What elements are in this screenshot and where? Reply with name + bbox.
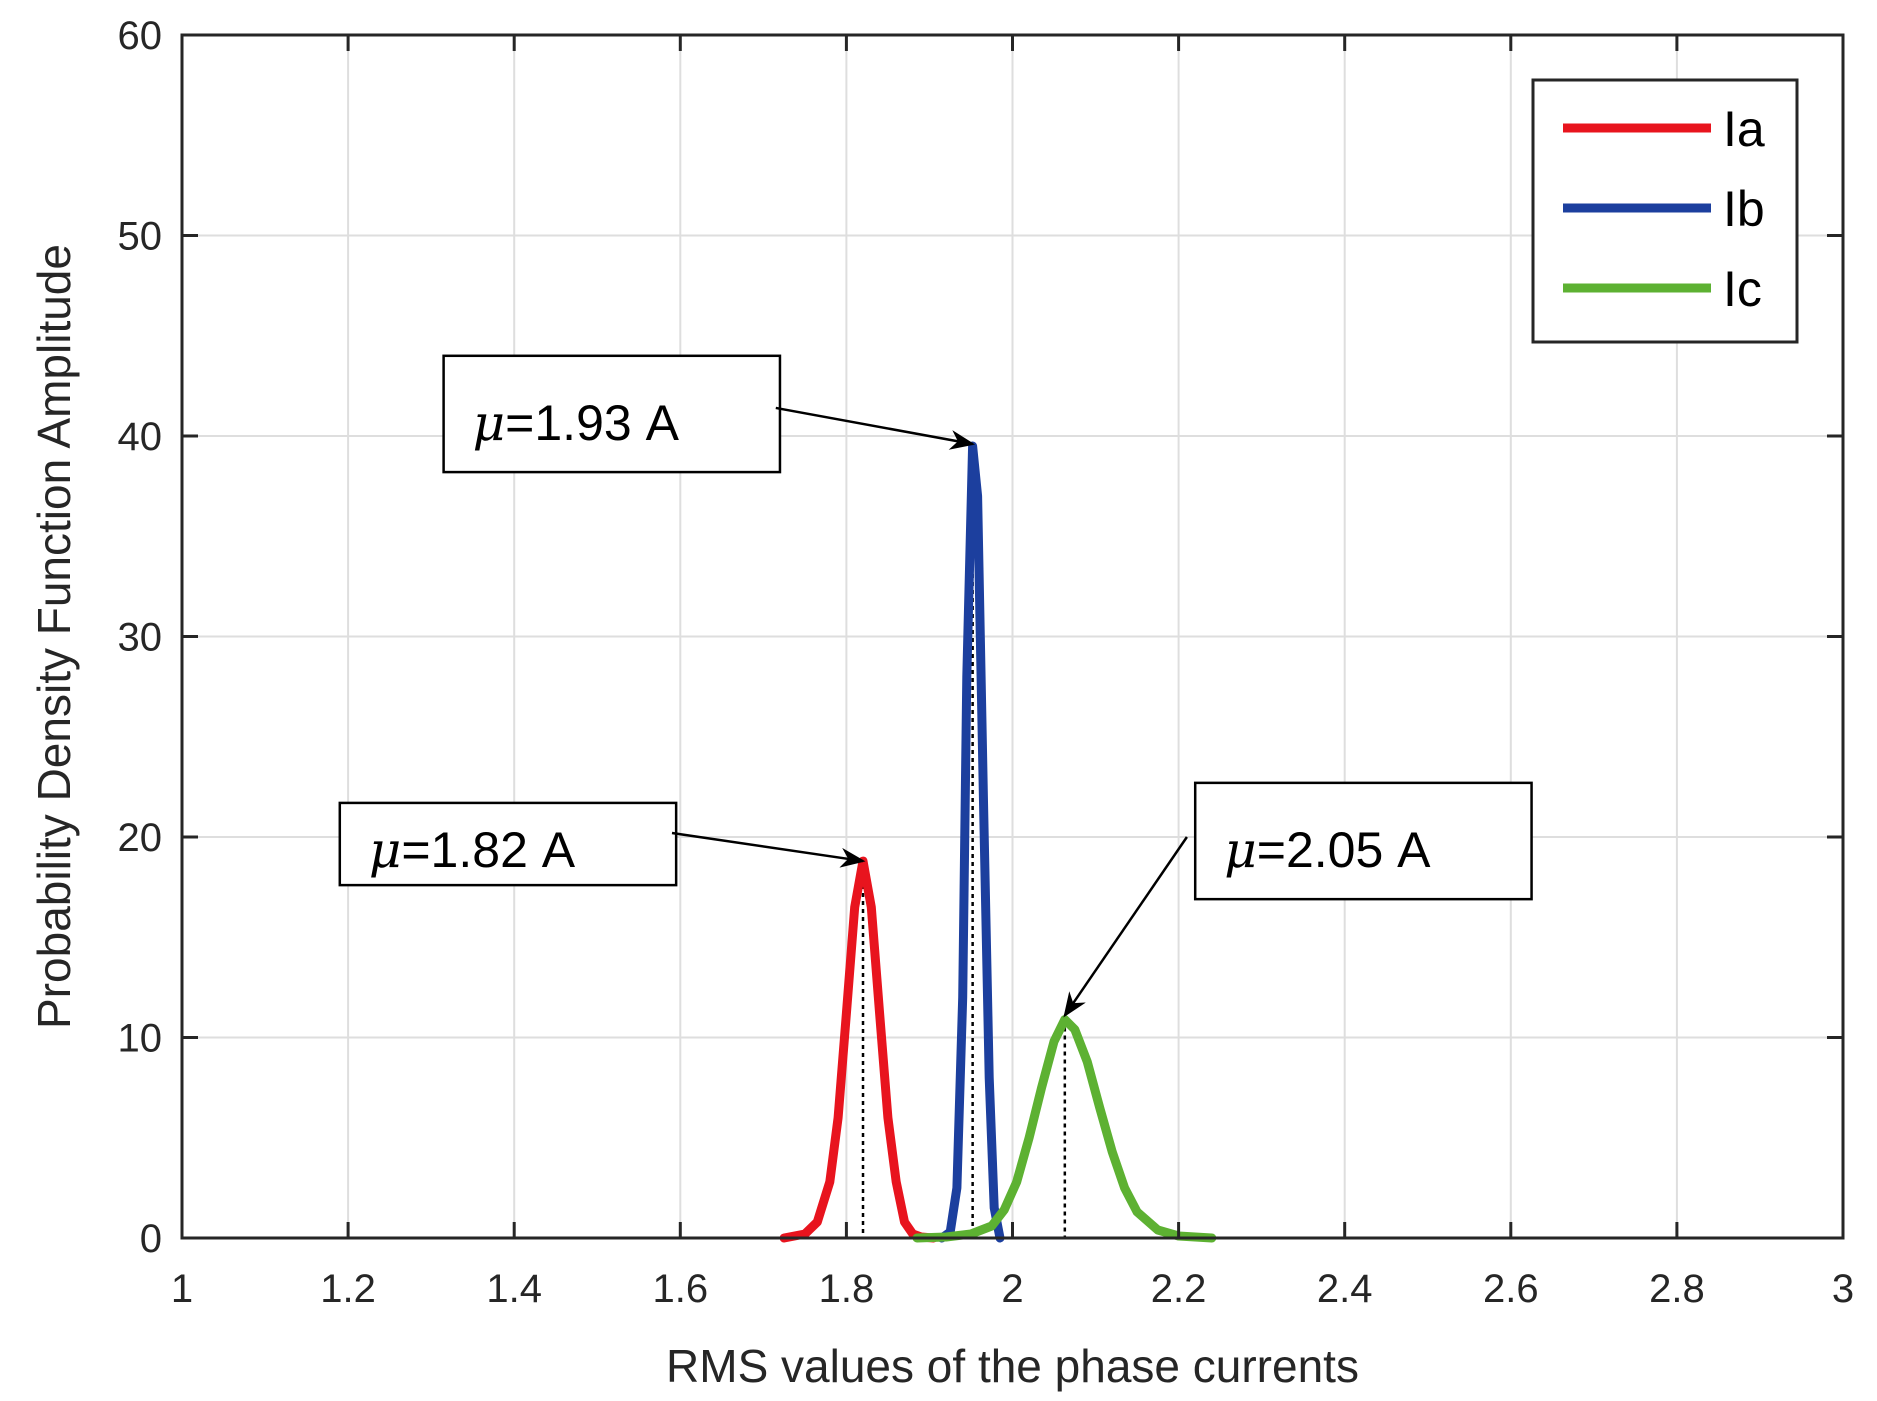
annotation-arrow bbox=[671, 831, 866, 868]
annotation-2: μ=1.93 A bbox=[442, 354, 976, 474]
annotation-value: =1.93 A bbox=[505, 395, 679, 451]
annotation-text: μ=1.82 A bbox=[369, 821, 576, 879]
legend[interactable]: Ia Ib Ic bbox=[1531, 78, 1799, 344]
mu-symbol: μ bbox=[473, 394, 506, 452]
x-tick-label: 3 bbox=[1832, 1267, 1854, 1311]
x-axis-title: RMS values of the phase currents bbox=[666, 1340, 1359, 1392]
x-tick-label: 1.8 bbox=[819, 1267, 875, 1311]
y-tick-label: 10 bbox=[118, 1017, 163, 1061]
series-line-ia bbox=[779, 856, 939, 1243]
annotation-value: =1.82 A bbox=[401, 822, 575, 878]
y-tick-label: 20 bbox=[118, 816, 163, 860]
y-tick-label: 30 bbox=[118, 616, 163, 660]
mu-symbol: μ bbox=[369, 821, 402, 879]
x-tick-label: 2 bbox=[1001, 1267, 1023, 1311]
legend-label-ia: Ia bbox=[1723, 101, 1765, 157]
x-tick-label: 1.6 bbox=[652, 1267, 708, 1311]
legend-label-ib: Ib bbox=[1723, 181, 1765, 237]
x-tick-label: 1 bbox=[171, 1267, 193, 1311]
annotation-3: μ=2.05 A bbox=[1063, 781, 1533, 1018]
annotation-box bbox=[1193, 781, 1533, 901]
annotation-box bbox=[338, 801, 678, 887]
x-tick-label: 2.6 bbox=[1483, 1267, 1539, 1311]
annotation-1: μ=1.82 A bbox=[338, 801, 866, 887]
mu-symbol: μ bbox=[1224, 821, 1257, 879]
series-group bbox=[779, 441, 1217, 1243]
annotation-box bbox=[442, 354, 782, 474]
x-tick-label: 2.4 bbox=[1317, 1267, 1373, 1311]
annotation-text: μ=1.93 A bbox=[473, 394, 680, 452]
x-tick-label: 1.2 bbox=[320, 1267, 376, 1311]
series-line-ic bbox=[912, 1015, 1217, 1243]
series-line-ib bbox=[937, 441, 1005, 1243]
annotation-text: μ=2.05 A bbox=[1224, 821, 1431, 879]
legend-label-ic: Ic bbox=[1723, 261, 1762, 317]
annotation-arrow bbox=[775, 406, 976, 450]
y-axis-title: Probability Density Function Amplitude bbox=[28, 244, 80, 1029]
annotation-value: =2.05 A bbox=[1257, 822, 1431, 878]
x-tick-label: 1.4 bbox=[486, 1267, 542, 1311]
y-tick-label: 50 bbox=[118, 215, 163, 259]
y-tick-label: 60 bbox=[118, 14, 163, 58]
x-tick-label: 2.8 bbox=[1649, 1267, 1705, 1311]
annotation-arrow bbox=[1063, 836, 1188, 1018]
x-tick-label: 2.2 bbox=[1151, 1267, 1207, 1311]
y-tick-label: 40 bbox=[118, 415, 163, 459]
annotations: μ=1.82 Aμ=1.93 Aμ=2.05 A bbox=[338, 354, 1533, 1018]
y-tick-label: 0 bbox=[140, 1217, 162, 1261]
